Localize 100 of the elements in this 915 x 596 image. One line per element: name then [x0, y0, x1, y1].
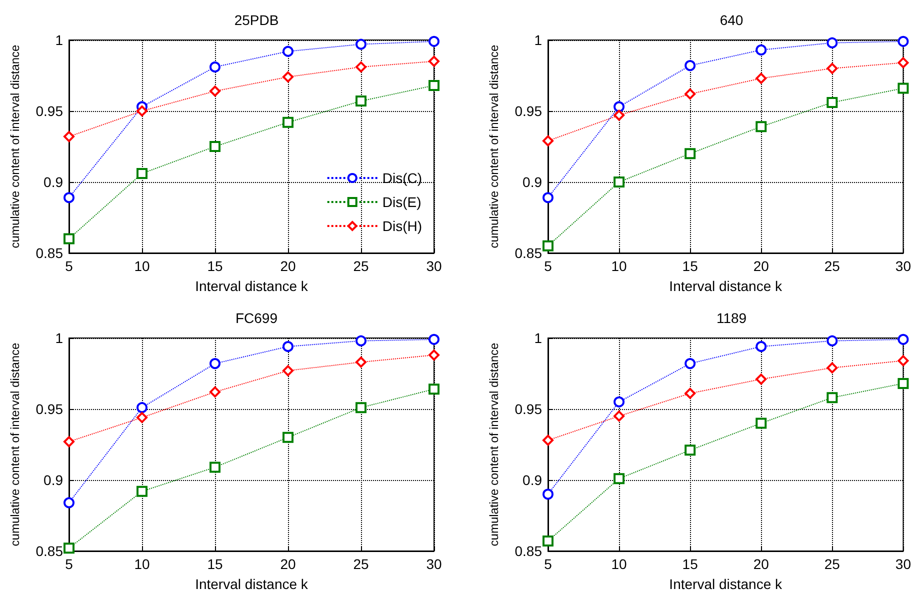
point [756, 341, 767, 352]
point [282, 71, 294, 82]
chart-title: 640 [720, 12, 744, 28]
x-tick-label: 20 [280, 556, 296, 572]
x-tick-label: 15 [682, 258, 698, 274]
point [614, 396, 625, 408]
point [64, 192, 74, 204]
point [136, 402, 148, 414]
x-tick-label: 10 [134, 258, 150, 274]
point [542, 135, 554, 146]
y-tick-label: 1 [534, 330, 542, 346]
point [64, 497, 74, 508]
y-tick-label: 0.9 [522, 174, 542, 190]
y-tick-label: 1 [55, 330, 64, 346]
y-tick-label: 0.9 [522, 472, 542, 488]
point [756, 72, 767, 84]
y-tick-label: 0.85 [514, 543, 542, 559]
x-tick-label: 10 [611, 258, 628, 274]
point [210, 386, 220, 398]
point [282, 432, 294, 443]
x-tick-label: 30 [426, 556, 442, 572]
point [898, 334, 909, 345]
point [542, 240, 554, 252]
point [684, 60, 696, 72]
x-tick-label: 15 [207, 258, 223, 274]
point [542, 434, 554, 446]
point [136, 168, 148, 179]
x-tick-label: 5 [65, 556, 74, 572]
point [756, 121, 767, 132]
x-tick-label: 15 [682, 556, 698, 572]
point [756, 374, 767, 385]
point [826, 62, 838, 74]
x-axis-title: Interval distance k [195, 576, 309, 592]
chart-title: 25PDB [234, 12, 279, 28]
x-tick-label: 15 [207, 556, 223, 572]
point [356, 61, 366, 72]
point [64, 542, 74, 554]
x-tick-label: 25 [353, 258, 369, 274]
point [356, 96, 366, 107]
y-axis-title: cumulative content of interval distance [487, 44, 501, 248]
y-tick-label: 0.85 [514, 245, 542, 261]
point [756, 44, 767, 56]
point [282, 116, 294, 128]
y-tick-label: 0.9 [44, 472, 64, 488]
point [684, 358, 696, 370]
x-tick-label: 30 [426, 258, 442, 274]
point [614, 176, 625, 188]
point [542, 192, 554, 204]
point [684, 388, 696, 399]
point [64, 233, 74, 244]
y-tick-label: 0.85 [36, 543, 64, 559]
y-tick-label: 0.95 [36, 401, 64, 417]
point [756, 418, 767, 429]
point [826, 335, 838, 346]
x-tick-label: 20 [753, 258, 770, 274]
point [282, 341, 294, 352]
point [210, 141, 220, 152]
x-tick-label: 30 [895, 258, 912, 274]
chart-title: 1189 [716, 310, 747, 326]
point [614, 473, 625, 484]
y-tick-label: 1 [534, 32, 542, 48]
point [614, 410, 625, 422]
point [428, 56, 440, 67]
point [210, 462, 220, 473]
point [684, 88, 696, 100]
x-tick-label: 20 [753, 556, 770, 572]
y-tick-label: 0.9 [44, 174, 64, 190]
point [210, 61, 220, 72]
x-axis-title: Interval distance k [669, 576, 784, 592]
legend-label: Dis(E) [382, 194, 422, 210]
point [210, 358, 220, 370]
point [428, 350, 440, 361]
x-tick-label: 10 [611, 556, 628, 572]
y-axis-title: cumulative content of interval distance [487, 342, 501, 546]
point [898, 57, 909, 68]
legend-label: Dis(H) [382, 218, 422, 234]
point [684, 444, 696, 456]
point [210, 86, 220, 97]
x-tick-label: 25 [353, 556, 369, 572]
point [542, 488, 554, 500]
x-tick-label: 25 [824, 258, 840, 274]
y-axis-title: cumulative content of interval distance [8, 44, 22, 248]
point [614, 110, 625, 121]
point [356, 38, 366, 50]
point [898, 378, 909, 389]
point [356, 335, 366, 346]
point [826, 392, 838, 404]
point [542, 536, 554, 547]
point [282, 365, 294, 376]
point [428, 80, 440, 91]
point [356, 402, 366, 414]
y-axis-title: cumulative content of interval distance [8, 342, 22, 546]
point [64, 436, 74, 448]
point [898, 36, 909, 47]
x-axis-title: Interval distance k [669, 278, 784, 294]
y-tick-label: 1 [55, 32, 64, 48]
point [826, 96, 838, 108]
chart-title: FC699 [235, 310, 278, 326]
point [826, 362, 838, 374]
point [428, 334, 440, 345]
